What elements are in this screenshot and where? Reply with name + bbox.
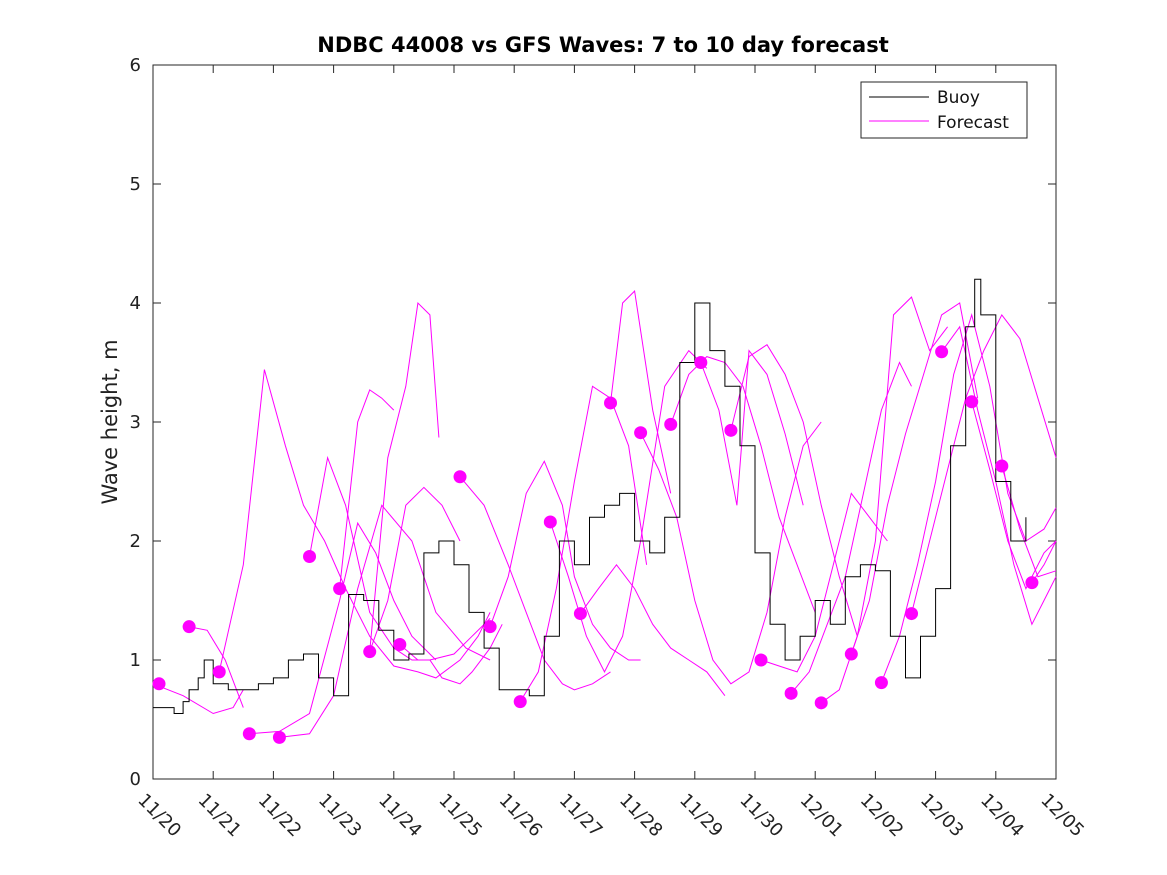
- forecast-line: [880, 313, 1057, 683]
- x-tick-label: 12/03: [916, 790, 968, 842]
- x-tick-label: 12/04: [976, 790, 1028, 842]
- x-tick-label: 11/28: [615, 790, 667, 842]
- forecast-line: [218, 369, 491, 679]
- x-tick-labels: 11/20 11/21 11/22 11/23 11/24 11/25 11/26 11/27…: [133, 790, 1088, 842]
- y-tick-label: 2: [130, 531, 141, 552]
- x-tick-label: 11/24: [374, 790, 426, 842]
- x-tick-label: 11/25: [434, 790, 486, 842]
- forecast-line: [309, 455, 491, 661]
- forecast-start-point: [483, 620, 497, 634]
- forecast-start-point: [995, 459, 1009, 473]
- x-tick-label: 11/27: [555, 790, 607, 842]
- forecast-start-point: [784, 686, 798, 700]
- y-tick-label: 1: [130, 650, 141, 671]
- x-tick-label: 12/01: [796, 790, 848, 842]
- y-axis-label: Wave height, m: [98, 339, 122, 504]
- x-tick-label: 12/02: [856, 790, 908, 842]
- y-tick-label: 5: [130, 174, 141, 195]
- forecast-line: [1031, 540, 1057, 583]
- forecast-start-point: [543, 515, 557, 529]
- y-tick-label: 6: [130, 55, 141, 76]
- forecast-start-point: [363, 645, 377, 659]
- forecast-start-point: [393, 638, 407, 652]
- forecast-start-point: [935, 345, 949, 359]
- forecast-start-point: [152, 677, 166, 691]
- forecast-line: [730, 343, 858, 637]
- forecast-start-point: [694, 356, 708, 369]
- y-tick-label: 4: [130, 293, 141, 314]
- y-tick-labels: 0 1 2 3 4 5 6: [130, 55, 141, 790]
- buoy-line: [153, 278, 1027, 714]
- forecast-line: [971, 401, 1057, 590]
- forecast-line: [911, 313, 1057, 614]
- forecast-line: [610, 290, 672, 494]
- forecast-line: [189, 626, 244, 708]
- forecast-start-point: [724, 423, 738, 437]
- forecast-start-point: [754, 653, 768, 667]
- forecast-line: [670, 356, 816, 613]
- data-series: [152, 278, 1057, 744]
- y-tick-label: 0: [130, 769, 141, 790]
- forecast-line: [820, 296, 948, 704]
- forecast-start-point: [573, 607, 587, 621]
- x-tick-label: 11/22: [254, 790, 306, 842]
- forecast-start-point: [212, 665, 226, 679]
- x-tick-label: 11/21: [194, 790, 246, 842]
- forecast-start-point: [513, 695, 527, 709]
- forecast-line: [399, 624, 503, 685]
- forecast-line: [941, 325, 1057, 626]
- forecast-start-point: [242, 727, 256, 741]
- forecast-start-point: [664, 417, 678, 431]
- forecast-line: [790, 361, 912, 694]
- forecast-line: [700, 349, 804, 506]
- forecast-start-point: [272, 730, 286, 744]
- legend-buoy-label: Buoy: [937, 88, 980, 108]
- forecast-start-point: [604, 396, 618, 410]
- forecast-start-point: [333, 582, 347, 596]
- forecast-line: [339, 389, 395, 589]
- forecast-start-point: [965, 395, 979, 409]
- y-tick-label: 3: [130, 412, 141, 433]
- forecast-line: [369, 486, 461, 652]
- forecast-line: [249, 521, 437, 735]
- forecast-start-point: [453, 470, 467, 484]
- x-tick-label: 11/23: [314, 790, 366, 842]
- forecast-start-point: [634, 426, 648, 440]
- forecast-start-point: [844, 647, 858, 661]
- forecast-line: [640, 421, 822, 685]
- forecast-line: [579, 563, 726, 697]
- x-tick-label: 11/20: [133, 790, 185, 842]
- forecast-start-point: [905, 607, 919, 621]
- x-tick-label: 11/26: [495, 790, 547, 842]
- x-tick-label: 12/05: [1036, 790, 1088, 842]
- forecast-start-point: [874, 676, 888, 690]
- x-tick-label: 11/30: [735, 790, 787, 842]
- forecast-line: [850, 302, 979, 655]
- legend: Buoy Forecast: [860, 81, 1028, 139]
- forecast-start-point: [182, 620, 196, 634]
- forecast-line: [279, 504, 491, 738]
- legend-box: [860, 81, 1028, 139]
- legend-forecast-label: Forecast: [937, 113, 1009, 133]
- axis-ticks: [152, 64, 1057, 780]
- forecast-start-point: [303, 549, 317, 563]
- forecast-start-point: [1025, 576, 1039, 590]
- forecast-line: [152, 683, 244, 715]
- chart-title: NDBC 44008 vs GFS Waves: 7 to 10 day for…: [317, 33, 888, 57]
- x-tick-label: 11/29: [675, 790, 727, 842]
- forecast-line: [369, 301, 440, 652]
- forecast-line: [519, 385, 648, 702]
- forecast-start-point: [814, 696, 828, 710]
